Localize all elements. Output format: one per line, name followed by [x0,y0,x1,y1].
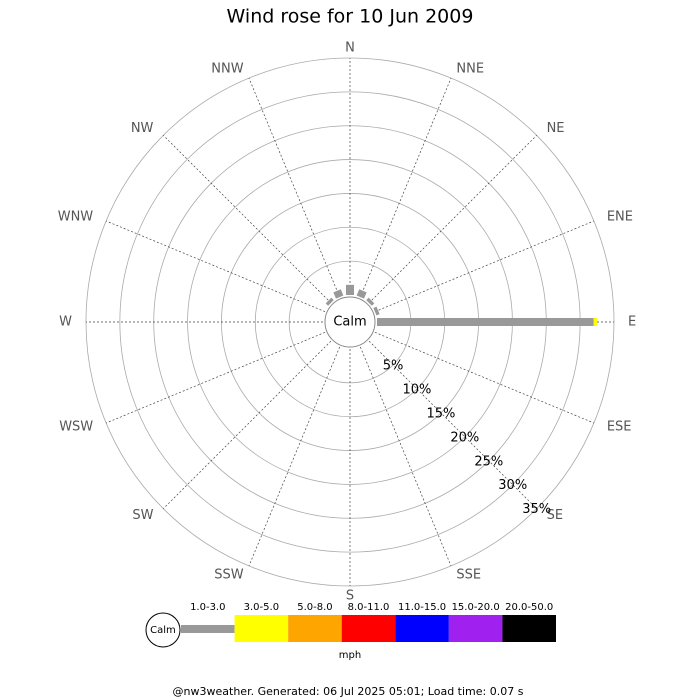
direction-label: ESE [607,419,632,434]
direction-label: NNE [456,61,484,76]
spoke [374,332,595,424]
spoke [374,220,595,312]
bar-segment [366,297,375,306]
direction-label: N [345,41,355,56]
spoke [360,77,452,298]
r-tick-label: 10% [403,382,432,397]
spoke [105,332,326,424]
legend-calm-circle [145,612,181,648]
r-tick-label: 25% [474,454,503,469]
direction-label: SW [132,508,153,523]
direction-label: S [346,589,354,604]
r-tick-label: 5% [383,359,404,374]
direction-label: W [59,315,72,330]
legend-label: 15.0-20.0 [452,602,500,613]
bar-segment [356,289,367,299]
spoke [163,135,332,304]
legend-label: 8.0-11.0 [348,602,390,613]
calm-label: Calm [333,315,366,330]
legend-swatch [502,615,556,642]
legend-calm-label: Calm [150,625,176,636]
spoke [360,346,452,567]
bar-segment [373,306,380,316]
r-tick-label: 15% [426,406,455,421]
direction-label: ENE [607,210,633,225]
chart-title: Wind rose for 10 Jun 2009 [227,6,474,28]
direction-label: WSW [59,419,93,434]
legend-swatch [234,615,289,642]
spoke [248,346,340,567]
legend-label: 3.0-5.0 [244,602,279,613]
direction-label: SSE [456,568,481,583]
legend-swatch [448,615,503,642]
r-tick-label: 20% [450,430,479,445]
direction-label: NW [131,121,154,136]
legend-swatch [181,625,235,633]
legend-unit: mph [339,650,361,661]
r-tick-label: 35% [522,502,551,517]
legend-swatch [395,615,449,642]
calm-circle [324,296,376,348]
legend-label: 5.0-8.0 [297,602,332,613]
legend-label: 11.0-15.0 [398,602,446,613]
direction-label: SE [547,508,563,523]
spoke [248,77,340,298]
legend-swatch [341,615,396,642]
spoke [368,340,537,509]
spoke [163,340,332,509]
direction-label: E [628,315,636,330]
direction-label: WNW [58,210,94,225]
r-tick-label: 30% [498,478,527,493]
footer: @nw3weather. Generated: 06 Jul 2025 05:0… [173,685,524,698]
direction-label: NNW [211,61,243,76]
spoke [368,135,537,304]
bar-segment [325,297,334,306]
legend-swatch [288,615,342,642]
spoke [105,220,326,312]
legend-label: 1.0-3.0 [190,602,225,613]
direction-label: NE [547,121,565,136]
bar-segment [333,289,344,299]
direction-label: SSW [214,568,244,583]
legend-label: 20.0-50.0 [505,602,553,613]
